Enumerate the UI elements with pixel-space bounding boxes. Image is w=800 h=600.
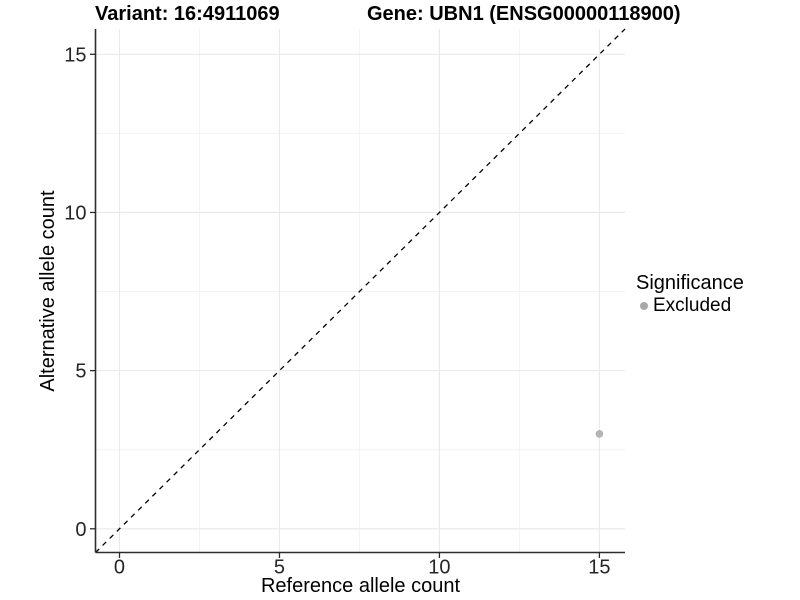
x-tick-label: 10 [428, 557, 450, 579]
plot-title-variant: Variant: 16:4911069 [95, 3, 280, 25]
legend-item-label: Excluded [653, 295, 732, 316]
legend-point-icon [640, 302, 648, 310]
plot-title-gene: Gene: UBN1 (ENSG00000118900) [367, 3, 681, 25]
x-tick-label: 5 [274, 557, 285, 579]
y-axis-title: Alternative allele count [37, 190, 59, 392]
legend: Significance Excluded [636, 272, 744, 317]
x-tick-label: 0 [114, 557, 125, 579]
legend-title: Significance [636, 272, 744, 294]
x-tick-label: 15 [588, 557, 610, 579]
identity-line [95, 28, 626, 553]
legend-item-excluded: Excluded [636, 295, 744, 317]
y-tick-label: 0 [75, 519, 86, 541]
y-tick-label: 10 [64, 202, 86, 224]
y-tick-label: 15 [64, 44, 86, 66]
data-point [595, 430, 604, 438]
x-axis-title: Reference allele count [260, 575, 460, 597]
y-tick-label: 5 [75, 361, 86, 383]
